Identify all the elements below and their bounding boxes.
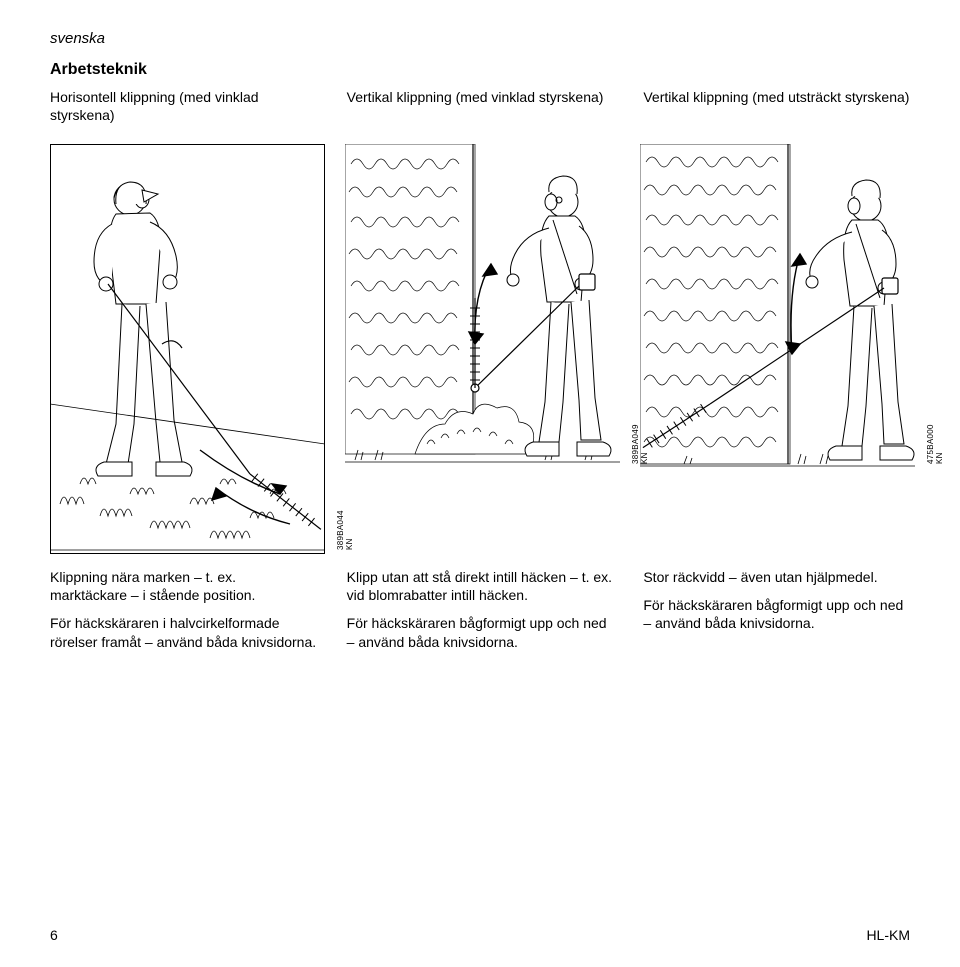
page: svenska Arbetsteknik Horisontell klippni… [0,0,960,967]
doc-code: HL-KM [866,927,910,943]
heading-left: Horisontell klippning (med vinklad styrs… [50,89,317,124]
section-title: Arbetsteknik [50,61,910,79]
figure-left: 389BA044 KN [50,144,325,554]
credit-right: 475BA000 KN [926,424,944,464]
figure-right: 475BA000 KN [640,144,915,554]
body-right-p2: För häckskäraren bågformigt upp och ned … [643,596,910,632]
body-left-p1: Klippning nära marken – t. ex. marktäcka… [50,568,317,604]
illustration-horizontal [50,144,325,554]
body-mid-p2: För häckskäraren bågformigt upp och ned … [347,614,614,650]
language-label: svenska [50,30,910,47]
body-mid: Klipp utan att stå direkt intill häcken … [347,568,614,661]
body-mid-p1: Klipp utan att stå direkt intill häcken … [347,568,614,604]
body-left-p2: För häckskäraren i halvcirkelformade rör… [50,614,317,650]
col-right: Vertikal klippning (med utsträckt styrsk… [643,89,910,134]
footer: 6 HL-KM [50,927,910,943]
heading-mid: Vertikal klippning (med vinklad styrsken… [347,89,614,107]
body-right: Stor räckvidd – även utan hjälpmedel. Fö… [643,568,910,661]
page-number: 6 [50,927,58,943]
illustration-vertical-angled [345,144,620,554]
figure-row: 389BA044 KN [50,144,910,554]
heading-right: Vertikal klippning (med utsträckt styrsk… [643,89,910,107]
heading-row: Horisontell klippning (med vinklad styrs… [50,89,910,134]
body-right-p1: Stor räckvidd – även utan hjälpmedel. [643,568,910,586]
col-left: Horisontell klippning (med vinklad styrs… [50,89,317,134]
body-left: Klippning nära marken – t. ex. marktäcka… [50,568,317,661]
illustration-vertical-extended [640,144,915,554]
body-text-row: Klippning nära marken – t. ex. marktäcka… [50,568,910,661]
figure-mid: 389BA049 KN [345,144,620,554]
col-mid: Vertikal klippning (med vinklad styrsken… [347,89,614,134]
